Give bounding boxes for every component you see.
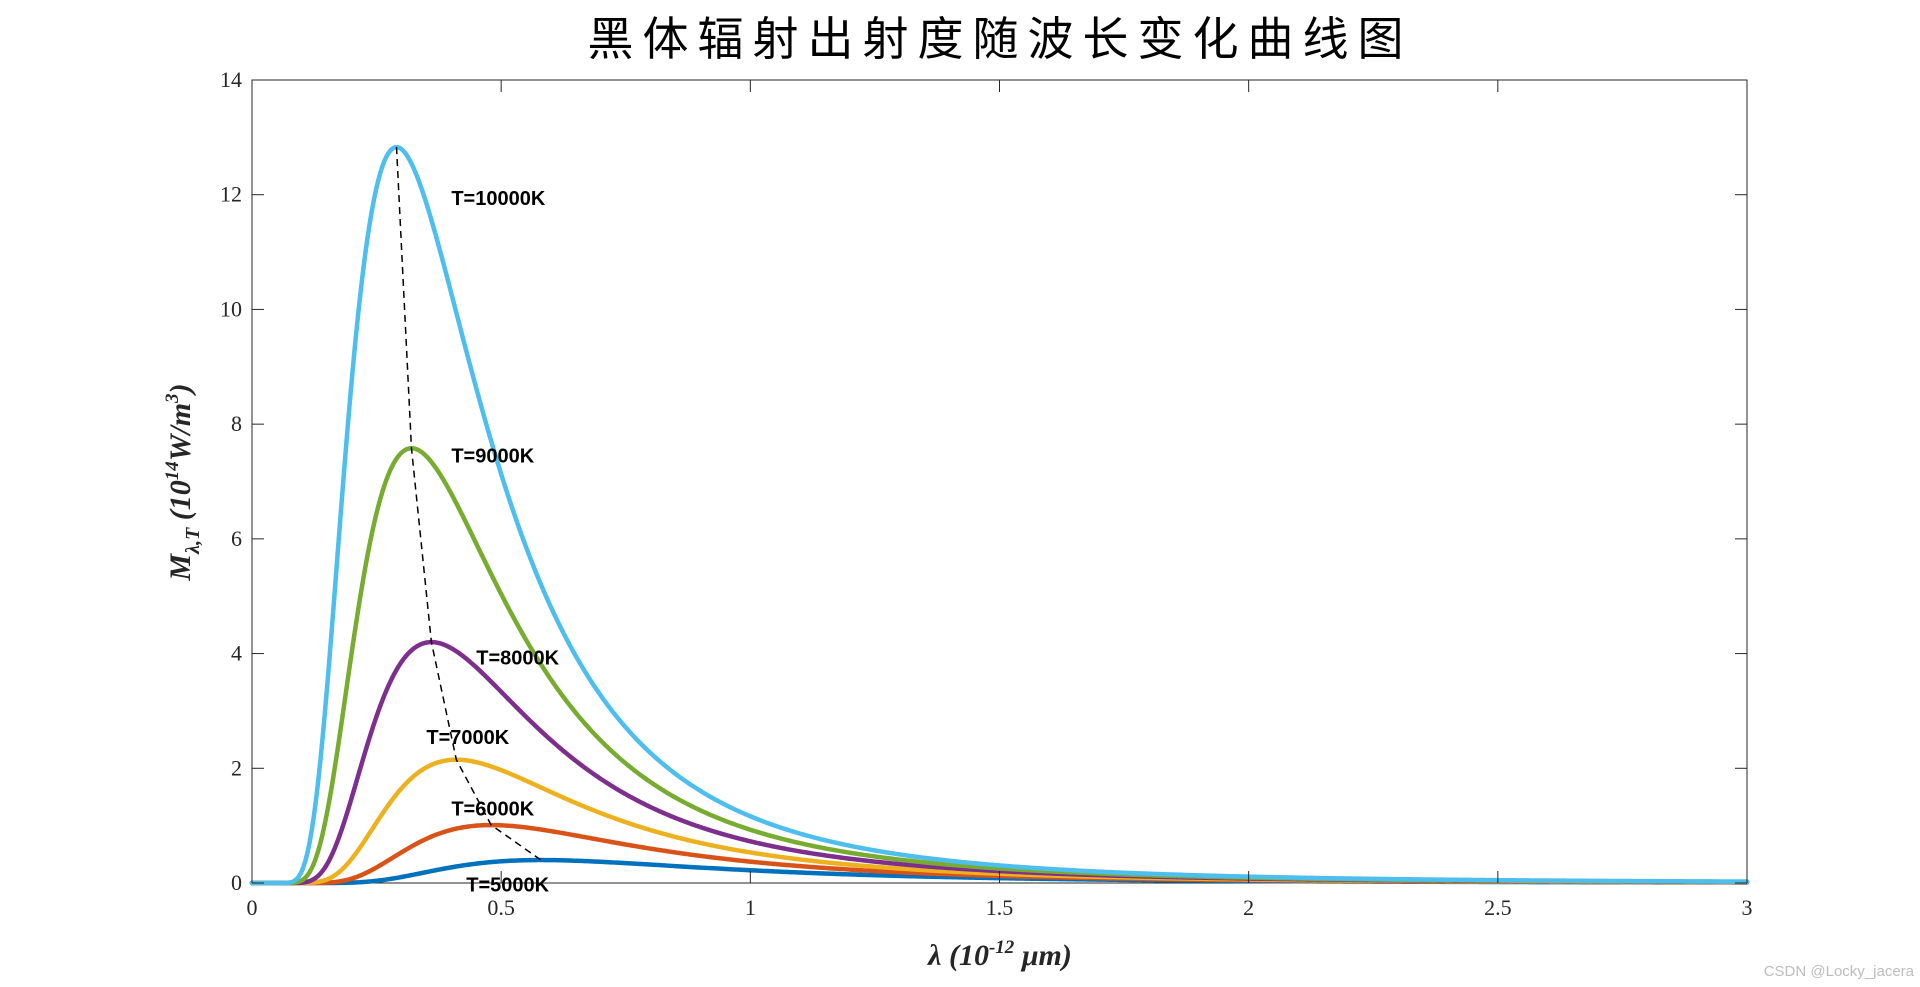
y-axis-tick-labels: 0 2 4 6 8 10 12 14 xyxy=(220,67,242,895)
x-tick-label: 1.5 xyxy=(986,895,1014,920)
y-tick-label: 8 xyxy=(231,411,242,436)
y-tick-label: 12 xyxy=(220,182,242,207)
x-tick-label: 3 xyxy=(1742,895,1753,920)
y-tick-label: 6 xyxy=(231,526,242,551)
x-tick-label: 1 xyxy=(745,895,756,920)
x-tick-label: 2 xyxy=(1243,895,1254,920)
curve-label-8000k: T=8000K xyxy=(476,647,559,669)
x-tick-label: 0 xyxy=(247,895,258,920)
curve-label-5000k: T=5000K xyxy=(466,875,549,897)
series-layer xyxy=(249,144,1750,886)
chart-title: 黑体辐射出射度随波长变化曲线图 xyxy=(588,12,1413,66)
y-tick-label: 0 xyxy=(231,870,242,895)
x-axis-tick-labels: 0 0.5 1 1.5 2 2.5 3 xyxy=(247,895,1753,920)
tick-marks xyxy=(251,79,1748,884)
x-tick-label: 0.5 xyxy=(487,895,515,920)
curve-label-7000k: T=7000K xyxy=(426,727,509,749)
y-tick-label: 2 xyxy=(231,755,242,780)
peak-locus-dashed-line xyxy=(395,147,542,861)
curve-labels: T=5000K T=6000K T=7000K T=8000K T=9000K T=100… xyxy=(426,188,559,897)
watermark: CSDN @Locky_jacera xyxy=(1764,963,1915,980)
y-tick-label: 14 xyxy=(220,67,242,92)
plot-area xyxy=(249,79,1750,886)
x-axis-label: λ (10-12 μm) xyxy=(926,937,1072,972)
curve-label-10000k: T=10000K xyxy=(451,188,546,210)
y-axis-label: Mλ,T (1014W/m3) xyxy=(162,383,204,581)
y-tick-label: 10 xyxy=(220,296,242,321)
y-tick-label: 4 xyxy=(231,641,242,666)
series-line-10000k xyxy=(249,144,1750,886)
curve-label-9000k: T=9000K xyxy=(451,446,534,468)
x-tick-label: 2.5 xyxy=(1484,895,1512,920)
curve-label-6000k: T=6000K xyxy=(451,798,534,820)
